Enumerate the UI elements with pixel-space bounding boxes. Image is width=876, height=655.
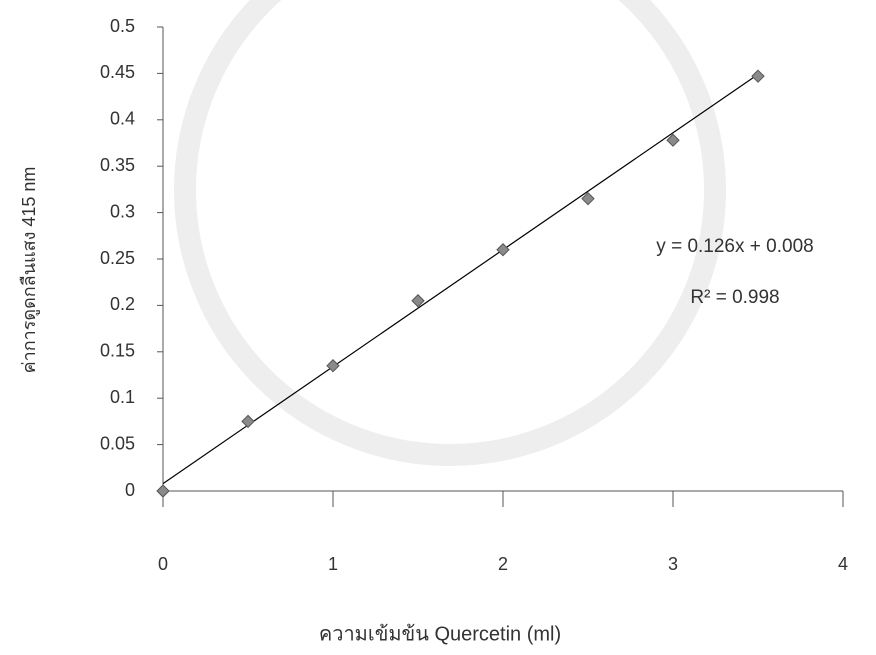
trendline-equation: y = 0.126x + 0.008 — [656, 236, 813, 257]
data-point — [242, 415, 254, 427]
x-tick-label: 0 — [158, 554, 168, 574]
y-tick-label: 0.3 — [110, 201, 135, 221]
chart: ค่าการดูดกลืนแสง 415 nm ความเข้มข้น Quer… — [0, 0, 876, 655]
y-tick-label: 0.4 — [110, 109, 135, 129]
y-tick-label: 0.1 — [110, 387, 135, 407]
page: {"chart_data": {"type": "scatter", "x_la… — [0, 0, 876, 655]
x-tick-label: 1 — [328, 554, 338, 574]
x-tick-label: 3 — [668, 554, 678, 574]
y-tick-label: 0 — [125, 480, 135, 500]
data-point — [752, 70, 764, 82]
x-axis-label: ความเข้มข้น Quercetin (ml) — [319, 623, 561, 645]
y-tick-label: 0.25 — [100, 248, 135, 268]
y-tick-label: 0.45 — [100, 62, 135, 82]
x-tick-label: 4 — [838, 554, 848, 574]
watermark — [185, 0, 715, 455]
y-axis-label: ค่าการดูดกลืนแสง 415 nm — [19, 167, 40, 374]
x-tick-label: 2 — [498, 554, 508, 574]
y-tick-label: 0.15 — [100, 341, 135, 361]
r-squared: R² = 0.998 — [690, 287, 779, 308]
y-tick-label: 0.2 — [110, 294, 135, 314]
y-tick-label: 0.05 — [100, 433, 135, 453]
y-tick-label: 0.5 — [110, 16, 135, 36]
y-tick-label: 0.35 — [100, 155, 135, 175]
data-point — [497, 244, 509, 256]
data-point — [157, 485, 169, 497]
